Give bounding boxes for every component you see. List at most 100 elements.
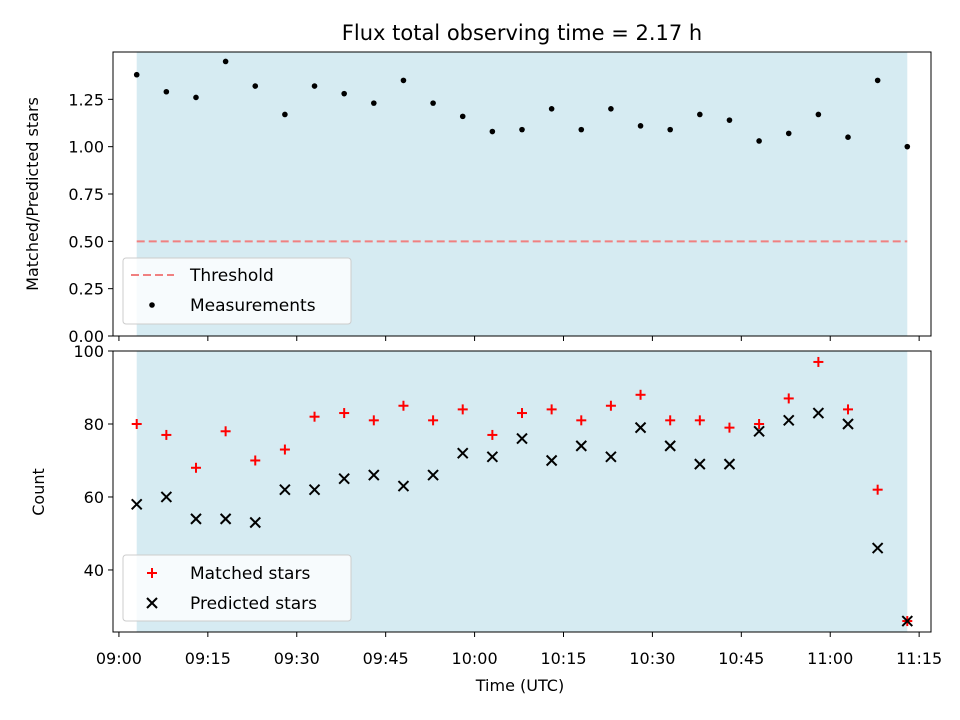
matched-star-point <box>517 408 527 419</box>
measurement-point <box>815 111 822 118</box>
predicted-star-point <box>753 425 765 437</box>
measurement-point <box>341 90 347 97</box>
matched-star-point <box>368 415 379 426</box>
predicted-star-point <box>783 414 795 427</box>
predicted-star-point <box>279 483 291 496</box>
matched-star-point <box>398 400 409 411</box>
matched-star-point <box>546 404 557 415</box>
predicted-legend-label: Predicted stars <box>190 594 317 614</box>
measurement-point <box>400 77 407 84</box>
predicted-star-point <box>486 451 499 463</box>
predicted-star-point <box>634 421 647 434</box>
measurement-point <box>430 100 436 106</box>
y-tick-label: 0.00 <box>68 327 104 346</box>
predicted-star-point <box>397 480 410 492</box>
matched-star-point <box>665 415 676 426</box>
measurement-point <box>637 123 644 129</box>
x-tick-label: 11:15 <box>896 649 942 668</box>
x-tick-label: 09:45 <box>363 649 409 668</box>
x-tick-label: 10:30 <box>629 649 675 668</box>
ratio-panel: 0.00 0.25 0.50 0.75 1.00 1.25 Flux total obse… <box>23 21 932 346</box>
predicted-star-point <box>190 513 202 525</box>
matched-star-point <box>161 429 172 440</box>
matched-star-point <box>487 429 498 440</box>
predicted-star-point <box>368 469 380 481</box>
matched-star-point <box>754 418 765 429</box>
measurement-point <box>608 106 614 112</box>
count-panel: 40 60 80 100 09:00 09:15 09:30 09:45 10:00 10:15… <box>29 342 942 695</box>
measurement-point <box>252 83 259 89</box>
matched-star-point <box>190 462 201 473</box>
matched-star-point <box>605 400 616 411</box>
predicted-star-point <box>516 432 528 445</box>
count-legend-box <box>122 554 352 622</box>
measurement-point <box>904 143 911 150</box>
x-tick-label: 09:15 <box>185 649 231 668</box>
ratio-y-axis: 0.00 0.25 0.50 0.75 1.00 1.25 <box>68 90 113 346</box>
matched-star-point <box>872 484 883 495</box>
matched-star-point <box>250 455 261 466</box>
y-tick-label: 60 <box>84 488 104 507</box>
predicted-star-point <box>664 440 676 452</box>
predicted-star-point <box>457 447 469 459</box>
chart-title: Flux total observing time = 2.17 h <box>342 21 702 45</box>
measurement-point <box>459 113 466 120</box>
matched-star-point <box>309 411 320 422</box>
matched-star-point <box>279 444 290 455</box>
time-x-axis: 09:00 09:15 09:30 09:45 10:00 10:15 10:30 10:45… <box>96 632 942 668</box>
predicted-star-point <box>427 469 439 481</box>
measurement-point <box>371 100 377 106</box>
predicted-star-point <box>723 458 736 470</box>
count-legend: Matched stars Predicted stars <box>122 554 352 622</box>
y-tick-label: 1.00 <box>68 138 104 157</box>
x-tick-label: 10:45 <box>718 649 764 668</box>
measurement-point <box>845 134 851 140</box>
ratio-y-label: Matched/Predicted stars <box>23 97 42 291</box>
measurement-point <box>282 111 288 118</box>
predicted-star-point <box>338 473 350 485</box>
measurements-legend-swatch <box>149 302 155 308</box>
x-tick-label: 09:30 <box>274 649 320 668</box>
threshold-legend-label: Threshold <box>189 266 274 286</box>
measurement-point <box>193 94 199 101</box>
measurement-point <box>874 77 881 84</box>
predicted-star-point <box>249 516 261 529</box>
ratio-x-ticks <box>118 336 920 341</box>
predicted-star-point <box>308 483 321 496</box>
matched-star-point <box>131 418 142 429</box>
measurement-point <box>163 88 170 95</box>
x-tick-label: 10:00 <box>452 649 498 668</box>
matched-star-point <box>843 404 854 415</box>
count-y-label: Count <box>29 468 48 516</box>
ratio-plot-frame <box>112 51 932 337</box>
predicted-star-point <box>219 513 232 525</box>
measurement-point <box>548 106 555 112</box>
measurement-point <box>222 58 229 65</box>
matched-star-point <box>813 356 824 367</box>
matched-star-point <box>694 415 705 426</box>
predicted-star-point <box>575 440 587 452</box>
y-tick-label: 1.25 <box>68 90 104 109</box>
count-plot-frame <box>112 350 932 633</box>
predicted-star-point <box>842 418 854 430</box>
measurement-points <box>133 58 911 150</box>
matched-star-point <box>635 389 646 400</box>
measurement-point <box>697 111 703 118</box>
matched-star-point <box>783 393 794 404</box>
predicted-star-point <box>545 454 558 467</box>
matched-star-point <box>457 404 468 415</box>
matched-star-point <box>220 426 231 437</box>
measurement-point <box>311 83 318 89</box>
predicted-star-point <box>160 491 173 503</box>
measurement-point <box>133 71 140 78</box>
predicted-star-point <box>871 542 884 554</box>
matched-legend-swatch <box>147 568 157 578</box>
y-tick-label: 40 <box>84 561 104 580</box>
predicted-star-point <box>901 615 913 627</box>
y-tick-label: 100 <box>73 342 104 361</box>
x-tick-label: 09:00 <box>96 649 142 668</box>
ratio-legend-box <box>122 257 352 325</box>
count-points <box>131 356 913 627</box>
predicted-star-point <box>605 451 617 463</box>
